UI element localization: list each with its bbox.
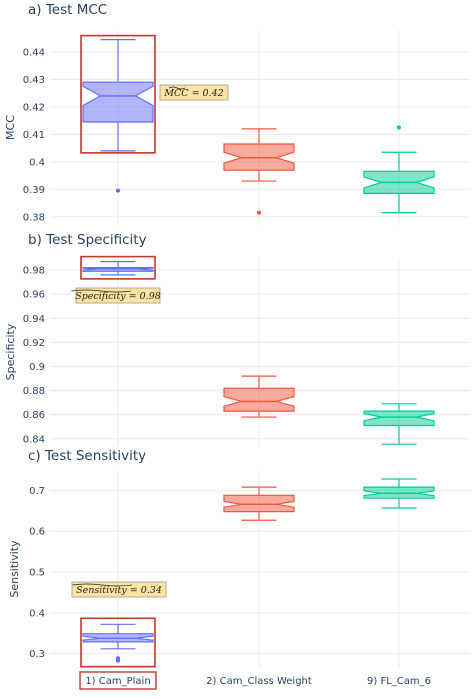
y-tick-label: 0.92 [23,338,45,349]
highlight-frame [80,255,156,280]
y-tick-label: 0.98 [23,266,45,277]
panel-title: b) Test Specificity [28,232,147,248]
outlier-point [397,125,401,130]
y-tick-label: 0.5 [29,568,45,579]
x-category-labels: 1) Cam_Plain 2) Cam_Class Weight 9) FL_Cam… [79,671,431,690]
y-tick-label: 0.44 [23,47,45,58]
y-tick-label: 0.42 [23,102,45,113]
y-tick-label: 0.38 [23,212,45,223]
panel-title: a) Test MCC [28,2,107,18]
summary-annotation: MCC = 0.42 [159,84,229,101]
y-tick-label: 0.41 [23,130,45,141]
y-tick-label: 0.96 [23,290,45,301]
panel-3: c) Test Sensitivity 0.3 0.4 0.5 0.6 0.7 Sensit… [8,448,470,668]
annotation-text: MCC = 0.42 [163,88,223,99]
y-axis-title: MCC [4,115,17,140]
annotation-box [159,84,229,101]
x-tick-label: 1) Cam_Plain [85,676,150,687]
notched-box [223,387,295,412]
panel-2: b) Test Specificity 0.84 0.86 0.88 0.9 0.92 0.… [4,232,470,446]
y-tick-label: 0.6 [29,527,45,538]
x-tick-label: 9) FL_Cam_6 [367,676,431,687]
x-tick-label: 2) Cam_Class Weight [206,676,312,687]
y-tick-label: 0.86 [23,410,45,421]
y-tick-label: 0.39 [23,185,45,196]
y-tick-label: 0.3 [29,649,45,660]
outlier-point [116,658,120,663]
tilde-accent [72,583,132,587]
outlier-point [257,210,261,215]
annotation-text: Sensitivity = 0.34 [76,585,162,596]
box-3 [363,125,435,214]
box-3 [363,478,435,509]
box-2 [223,128,295,215]
y-tick-label: 0.84 [23,434,45,445]
y-axis-title: Specificity [4,323,17,380]
notched-box [363,410,435,427]
box-1 [80,617,156,668]
summary-annotation: Sensitivity = 0.34 [71,581,167,598]
panel-title: c) Test Sensitivity [28,448,146,464]
outlier-point [116,188,120,193]
annotation-box [71,581,167,598]
notched-box [82,81,154,123]
y-tick-label: 0.94 [23,314,45,325]
box-2 [223,375,295,418]
tilde-accent [71,289,131,293]
box-2 [223,486,295,521]
annotation-box [75,287,161,304]
tilde-accent [168,86,186,90]
y-tick-label: 0.88 [23,386,45,397]
highlight-frame [80,617,156,668]
y-tick-label: 0.7 [29,486,45,497]
y-tick-label: 0.9 [29,362,45,373]
notched-box [223,494,295,513]
box-1 [80,34,156,193]
summary-annotation: Specificity = 0.98 [71,287,161,304]
box-1 [80,255,156,280]
box-3 [363,403,435,445]
y-axis-title: Sensitivity [8,540,21,598]
y-tick-label: 0.4 [29,608,45,619]
panel-1: a) Test MCC 0.38 0.39 0.4 0.41 0.42 0.43 0.44 MC… [4,2,470,225]
category-highlight-frame [79,671,157,690]
annotation-text: Specificity = 0.98 [75,291,161,302]
highlight-frame [80,34,156,154]
y-tick-label: 0.4 [29,157,45,168]
y-tick-label: 0.43 [23,75,45,86]
